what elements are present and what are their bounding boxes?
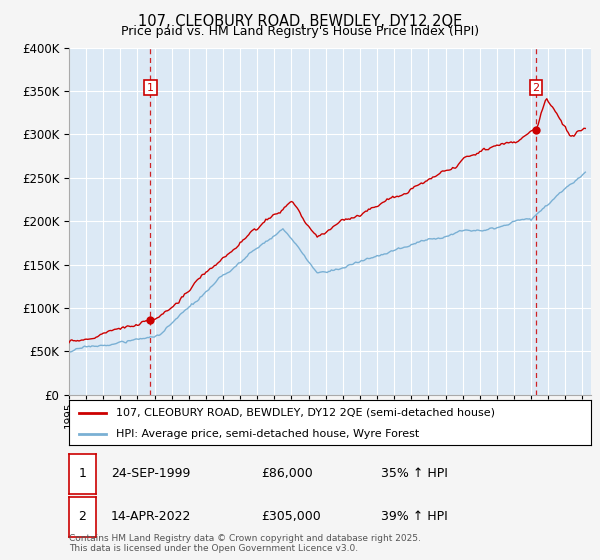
- Text: 14-APR-2022: 14-APR-2022: [111, 510, 191, 524]
- Text: 1: 1: [79, 467, 86, 480]
- Text: 107, CLEOBURY ROAD, BEWDLEY, DY12 2QE: 107, CLEOBURY ROAD, BEWDLEY, DY12 2QE: [138, 14, 462, 29]
- Text: 107, CLEOBURY ROAD, BEWDLEY, DY12 2QE (semi-detached house): 107, CLEOBURY ROAD, BEWDLEY, DY12 2QE (s…: [116, 408, 495, 418]
- Text: Price paid vs. HM Land Registry's House Price Index (HPI): Price paid vs. HM Land Registry's House …: [121, 25, 479, 38]
- Text: 35% ↑ HPI: 35% ↑ HPI: [381, 467, 448, 480]
- Text: 2: 2: [532, 82, 539, 92]
- Text: £305,000: £305,000: [261, 510, 321, 524]
- Text: £86,000: £86,000: [261, 467, 313, 480]
- Text: 2: 2: [79, 510, 86, 524]
- Text: HPI: Average price, semi-detached house, Wyre Forest: HPI: Average price, semi-detached house,…: [116, 429, 419, 439]
- Text: Contains HM Land Registry data © Crown copyright and database right 2025.
This d: Contains HM Land Registry data © Crown c…: [69, 534, 421, 553]
- Text: 39% ↑ HPI: 39% ↑ HPI: [381, 510, 448, 524]
- Text: 24-SEP-1999: 24-SEP-1999: [111, 467, 190, 480]
- Text: 1: 1: [147, 82, 154, 92]
